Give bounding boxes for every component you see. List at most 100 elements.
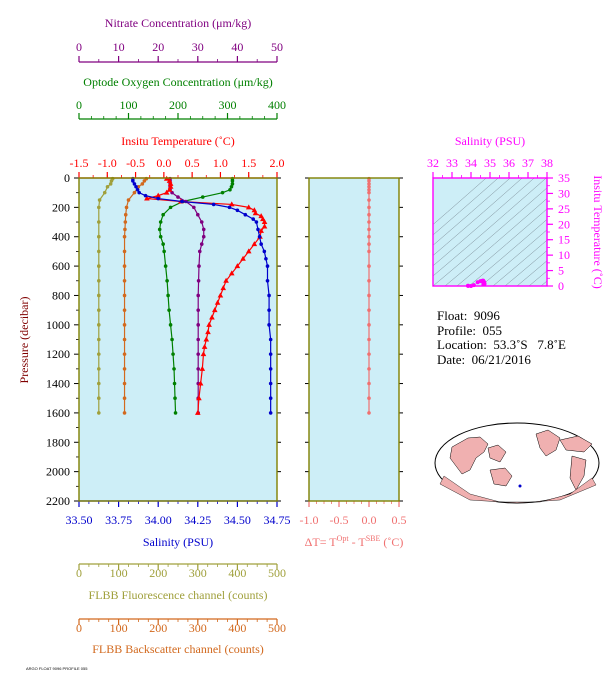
fluorescence-point xyxy=(97,198,102,202)
nitrate-point xyxy=(176,195,180,199)
delta-t-point xyxy=(367,352,371,356)
temperature-point xyxy=(252,210,259,216)
ts-temperature-axis-label: Insitu Temperature (˚C) xyxy=(591,175,605,289)
temperature-point xyxy=(209,314,215,320)
temperature-point xyxy=(205,329,211,335)
salinity-point xyxy=(267,293,271,298)
oxygen-point xyxy=(158,220,163,224)
backscatter-axis-label: FLBB Backscatter channel (counts) xyxy=(92,642,264,656)
delta-t-tick-label: -0.5 xyxy=(330,513,349,527)
salinity-tick-label: 34.00 xyxy=(145,513,172,527)
backscatter-point xyxy=(122,337,127,342)
date: Date: 06/21/2016 xyxy=(437,351,531,367)
ts-point xyxy=(481,278,486,283)
fluorescence-point xyxy=(97,396,101,401)
temperature-point xyxy=(203,336,210,342)
backscatter-point xyxy=(122,352,127,356)
nitrate-point xyxy=(196,212,200,217)
main-plot-series xyxy=(97,175,273,415)
nitrate-tick-label: 20 xyxy=(152,40,164,54)
salinity-point xyxy=(156,196,160,201)
delta-t-point xyxy=(367,205,371,210)
delta-t-point xyxy=(367,227,371,232)
nitrate-tick-label: 10 xyxy=(113,40,125,54)
pressure-tick-label: 1200 xyxy=(46,347,70,361)
ts-temperature-tick-label: 10 xyxy=(558,248,570,262)
salinity-point xyxy=(265,278,270,283)
fluorescence-point xyxy=(97,337,101,342)
salinity-point xyxy=(180,199,184,204)
temperature-tick-label: 1.5 xyxy=(241,156,256,170)
temperature-point xyxy=(206,321,212,327)
main-plot-background xyxy=(79,178,277,501)
oxygen-point xyxy=(168,323,173,327)
oxygen-point xyxy=(166,293,170,298)
delta-t-point xyxy=(367,411,371,415)
oxygen-point xyxy=(161,242,165,246)
oxygen-point xyxy=(173,411,178,415)
ts-density-contour xyxy=(456,208,547,286)
oxygen-point xyxy=(157,227,162,232)
ts-density-contour xyxy=(565,156,616,286)
ts-salinity-tick-label: 38 xyxy=(541,156,553,170)
delta-t-point xyxy=(367,337,371,342)
salinity-tick-label: 33.75 xyxy=(105,513,132,527)
nitrate-point xyxy=(201,234,206,239)
fluorescence-point xyxy=(105,185,110,189)
ts-salinity-tick-label: 34 xyxy=(465,156,477,170)
temperature-point xyxy=(245,204,252,210)
backscatter-point xyxy=(122,381,127,386)
oxygen-point xyxy=(163,264,168,268)
float-location-marker xyxy=(518,484,522,488)
temperature-point xyxy=(217,292,224,298)
delta-t-point xyxy=(367,249,371,254)
ts-salinity-tick-label: 35 xyxy=(484,156,496,170)
fluorescence-point xyxy=(108,182,113,186)
backscatter-point xyxy=(122,278,127,283)
fluorescence-point xyxy=(97,220,101,224)
fluorescence-point xyxy=(97,323,101,327)
temperature-point xyxy=(196,395,202,401)
salinity-point xyxy=(262,249,267,254)
backscatter-tick-label: 0 xyxy=(76,621,82,635)
delta-t-point xyxy=(367,220,371,224)
salinity-point xyxy=(235,208,240,213)
temperature-tick-label: 2.0 xyxy=(270,156,285,170)
oxygen-point xyxy=(172,367,176,371)
pressure-tick-label: 1400 xyxy=(46,377,70,391)
temperature-point xyxy=(211,307,218,313)
float-info: Float: 9096 Profile: 055 Location: 53.3˚… xyxy=(437,308,566,367)
delta-t-plot-background xyxy=(309,178,399,501)
pressure-tick-label: 0 xyxy=(64,171,70,185)
salinity-point xyxy=(227,205,232,210)
temperature-point xyxy=(197,380,204,386)
temperature-point xyxy=(200,351,207,357)
nitrate-tick-label: 50 xyxy=(271,40,283,54)
delta-t-plot-frame xyxy=(308,177,400,502)
backscatter-point xyxy=(123,227,127,232)
ts-density-contour xyxy=(516,260,547,286)
temperature-point xyxy=(228,201,235,207)
nitrate-point xyxy=(196,308,200,312)
backscatter-point xyxy=(132,190,137,195)
oxygen-point xyxy=(168,205,173,210)
delta-t-point xyxy=(367,396,371,401)
delta-t-point xyxy=(367,308,371,312)
salinity-point xyxy=(143,193,148,198)
ts-salinity-tick-label: 37 xyxy=(522,156,534,170)
delta-t-point xyxy=(367,234,371,239)
nitrate-axis-label: Nitrate Concentration (μm/kg) xyxy=(105,16,251,30)
main-plot-frame xyxy=(78,177,278,502)
pressure-tick-label: 400 xyxy=(52,230,70,244)
backscatter-point xyxy=(122,411,127,415)
salinity-point xyxy=(132,182,137,186)
fluorescence-tick-label: 0 xyxy=(76,566,82,580)
oxygen-point xyxy=(161,212,165,217)
delta-t-point xyxy=(367,264,371,268)
temperature-point xyxy=(195,409,201,415)
fluorescence-point xyxy=(97,278,101,283)
fluorescence-point xyxy=(97,293,101,298)
delta-t-point xyxy=(367,182,371,186)
backscatter-point xyxy=(122,396,127,401)
